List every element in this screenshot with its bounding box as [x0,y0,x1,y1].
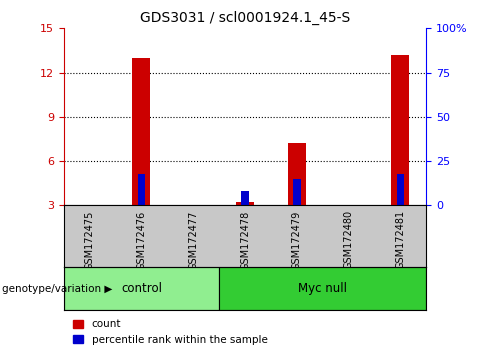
Bar [64,267,219,310]
Text: GSM172477: GSM172477 [188,210,198,270]
Bar [241,190,249,205]
Text: GSM172475: GSM172475 [85,210,95,270]
Text: GSM172476: GSM172476 [136,210,147,269]
Legend: count, percentile rank within the sample: count, percentile rank within the sample [69,315,272,349]
Bar [392,55,410,205]
Text: GSM172478: GSM172478 [240,210,250,269]
Text: GSM172480: GSM172480 [343,210,354,269]
Bar [219,267,426,310]
Bar [288,143,306,205]
Text: control: control [121,282,162,295]
Title: GDS3031 / scl0001924.1_45-S: GDS3031 / scl0001924.1_45-S [140,10,350,24]
Bar [132,58,150,205]
Text: GSM172479: GSM172479 [292,210,302,269]
Text: genotype/variation ▶: genotype/variation ▶ [2,284,113,293]
Text: Myc null: Myc null [298,282,347,295]
Text: GSM172481: GSM172481 [395,210,405,269]
Bar [293,179,301,205]
Bar [396,175,404,205]
Bar [236,202,254,205]
Bar [138,175,146,205]
